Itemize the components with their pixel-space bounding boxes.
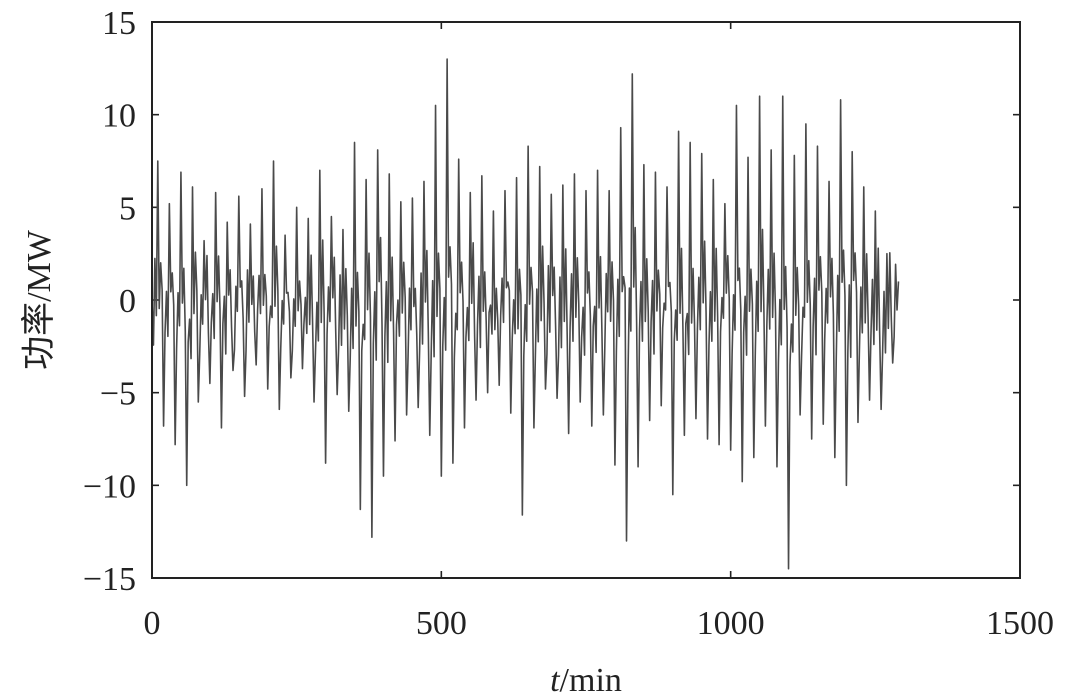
- plot-frame: [151, 21, 1021, 579]
- x-tick-labels: 0 500 1000 1500: [144, 605, 1055, 642]
- y-axis-title: 功率/MW: [20, 229, 58, 370]
- y-tick-label: −5: [100, 376, 136, 413]
- y-tick-label: −15: [83, 561, 136, 598]
- x-tick-label: 0: [144, 605, 161, 642]
- x-axis-title: t/min: [550, 662, 622, 699]
- x-axis-title-variable: t: [550, 662, 561, 699]
- series-line-power: [151, 58, 900, 570]
- y-tick-label: 10: [102, 98, 136, 135]
- y-tick-label: 15: [102, 5, 136, 42]
- y-tick-label: 0: [119, 283, 136, 320]
- x-axis-title-unit: /min: [560, 662, 622, 699]
- x-tick-label: 1000: [697, 605, 765, 642]
- x-tick-label: 1500: [986, 605, 1054, 642]
- y-tick-labels: 15 10 5 0 −5 −10 −15: [83, 5, 136, 598]
- x-tick-label: 500: [416, 605, 467, 642]
- y-tick-label: 5: [119, 190, 136, 227]
- y-tick-label: −10: [83, 468, 136, 505]
